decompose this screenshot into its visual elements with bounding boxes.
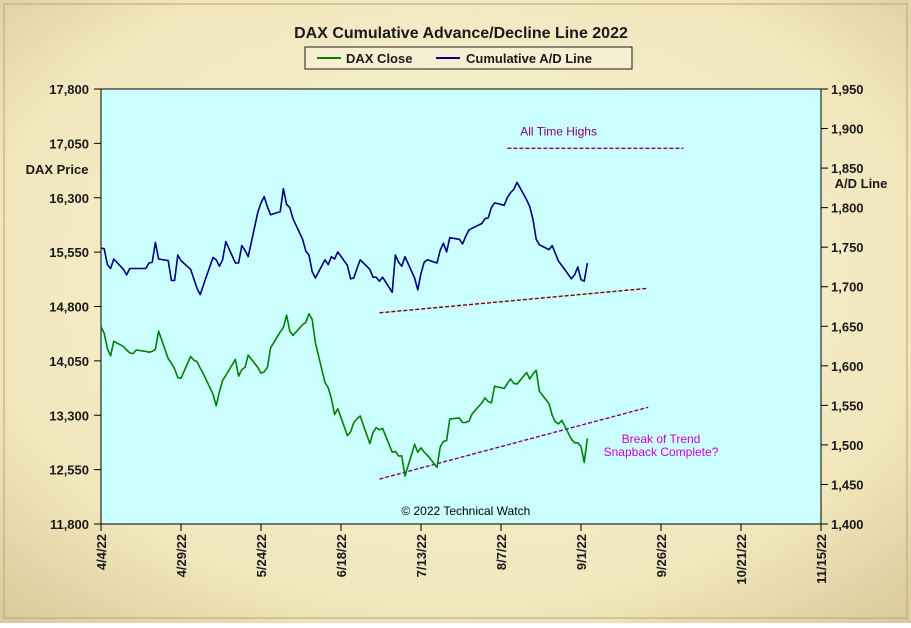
right-tick-label: 1,800 [831,201,864,216]
left-tick-label: 15,550 [49,245,89,260]
left-tick-label: 17,800 [49,82,89,97]
left-tick-label: 17,050 [49,136,89,151]
right-tick-label: 1,550 [831,398,864,413]
left-axis-label: DAX Price [26,162,89,177]
reference-line-dax-trend [379,406,649,480]
left-tick-label: 11,800 [50,517,89,532]
legend-label-dax-close: DAX Close [346,51,412,66]
left-tick-label: 16,300 [49,191,89,206]
right-tick-label: 1,950 [831,82,864,97]
series-line-ad-line [100,181,589,296]
x-tick-label: 4/29/22 [174,534,189,577]
x-tick-label: 7/13/22 [414,534,429,577]
right-axis-label: A/D Line [835,176,888,191]
right-axis-ticks: 1,950 1,900 1,850 1,800 1,750 1,700 1,650 1,600… [821,82,864,532]
annotation-text: © 2022 Technical Watch [401,504,530,518]
legend-box [304,46,633,70]
left-axis-ticks: 17,800 17,050 16,300 15,550 14,800 14,050 13,3… [49,82,101,532]
x-tick-label: 5/24/22 [254,534,269,577]
x-tick-label: 9/26/22 [654,534,669,577]
series-lines [100,181,589,477]
legend: DAX Close Cumulative A/D Line [304,46,633,70]
annotation-text: Snapback Complete? [604,445,719,459]
left-tick-label: 14,800 [49,300,89,315]
x-tick-label: 4/4/22 [94,534,109,570]
legend-label-ad-line: Cumulative A/D Line [466,51,592,66]
chart-outer-border [3,3,908,619]
x-tick-label: 9/1/22 [574,534,589,570]
right-tick-label: 1,400 [831,517,864,532]
chart-title: DAX Cumulative Advance/Decline Line 2022 [294,25,628,42]
right-tick-label: 1,750 [831,240,864,255]
x-tick-label: 11/15/22 [814,534,829,584]
left-tick-label: 12,550 [49,463,89,478]
right-tick-label: 1,900 [831,122,864,137]
annotation-text: Break of Trend [622,432,701,446]
left-tick-label: 14,050 [49,354,89,369]
x-axis-ticks: 4/4/22 4/29/22 5/24/22 6/18/22 7/13/22 8/7/22… [94,524,829,585]
reference-lines [379,147,684,480]
x-tick-label: 6/18/22 [334,534,349,577]
right-tick-label: 1,600 [831,359,864,374]
right-tick-label: 1,500 [831,438,864,453]
left-tick-label: 13,300 [49,408,89,423]
x-tick-label: 8/7/22 [494,534,509,570]
series-line-dax-close [100,312,589,477]
right-tick-label: 1,850 [831,161,864,176]
annotation-text: All Time Highs [520,125,597,139]
reference-line-ad-trend [379,287,649,314]
right-tick-label: 1,650 [831,319,864,334]
x-tick-label: 10/21/22 [734,534,749,585]
right-tick-label: 1,450 [831,477,864,492]
right-tick-label: 1,700 [831,280,864,295]
